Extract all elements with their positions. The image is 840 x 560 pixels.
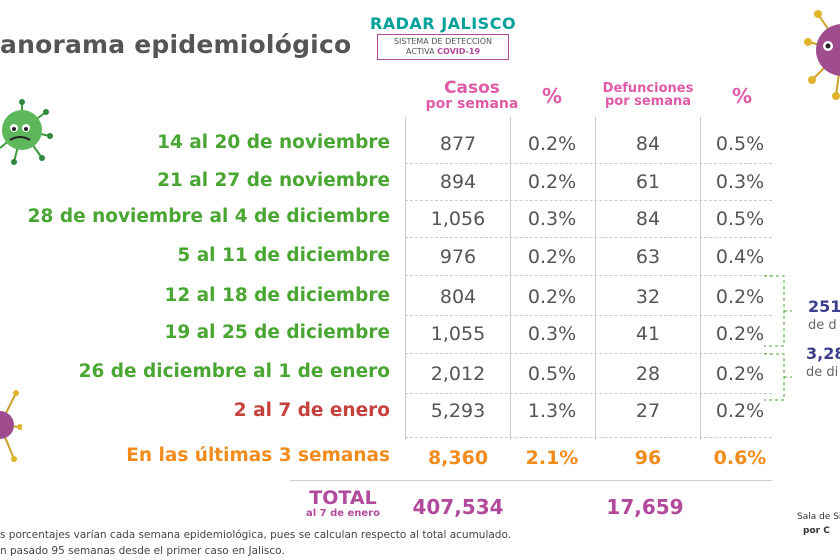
radar-subtitle-box: SISTEMA DE DETECCIÓN ACTIVA COVID-19: [377, 34, 509, 60]
row-cases: 1,055: [430, 323, 486, 345]
radar-name: RADAR JALISCO: [369, 14, 517, 33]
header-deaths-line1: Defunciones: [602, 81, 694, 96]
grid-hline: [405, 275, 772, 276]
row-deaths: 27: [635, 400, 661, 422]
total-label: TOTAL al 7 de enero: [306, 487, 381, 520]
virus-icon-top-left: [0, 99, 53, 165]
grid-vline-4: [700, 117, 701, 440]
grid-hline: [405, 437, 772, 438]
total-title: TOTAL: [309, 487, 377, 509]
row-cases: 894: [439, 171, 477, 193]
row-cases: 2,012: [430, 363, 486, 385]
row-label: 2 al 7 de enero: [233, 400, 390, 421]
grid-hline: [405, 315, 772, 316]
row-label: 19 al 25 de diciembre: [164, 322, 391, 343]
header-deaths: Defunciones por semana: [596, 82, 700, 108]
grid-vline-1: [405, 117, 406, 440]
summary-cases-pct: 2.1%: [525, 447, 579, 469]
summary-deaths: 96: [634, 447, 662, 469]
header-cases: Casos por semana: [422, 78, 522, 112]
row-deaths: 63: [635, 246, 661, 268]
row-cases-pct: 0.2%: [527, 171, 577, 193]
row-label: 12 al 18 de diciembre: [164, 285, 391, 306]
grid-vline-3: [595, 117, 596, 440]
row-cases: 5,293: [430, 400, 486, 422]
row-label: 14 al 20 de noviembre: [157, 132, 390, 153]
row-deaths-pct: 0.2%: [715, 286, 765, 308]
row-cases-pct: 0.3%: [527, 323, 577, 345]
grid-vline-2: [510, 117, 511, 440]
row-deaths: 84: [635, 208, 661, 230]
row-deaths-pct: 0.4%: [715, 246, 765, 268]
row-label: 21 al 27 de noviembre: [157, 170, 390, 191]
side-note-sub-1: de d: [808, 318, 837, 333]
row-cases: 976: [439, 246, 477, 268]
row-label: 5 al 11 de diciembre: [177, 245, 390, 266]
radar-line2-wrap: ACTIVA COVID-19: [378, 47, 508, 57]
side-note-value-2: 3,28: [806, 344, 840, 363]
row-cases: 804: [439, 286, 477, 308]
virus-icon-bottom-left: [0, 390, 22, 462]
row-deaths: 32: [635, 286, 661, 308]
row-deaths-pct: 0.5%: [715, 133, 765, 155]
row-label: 26 de diciembre al 1 de enero: [78, 361, 390, 382]
row-cases-pct: 1.3%: [527, 400, 577, 422]
radar-line2: ACTIVA: [405, 47, 435, 56]
header-cases-line2: por semana: [425, 96, 519, 112]
summary-label: En las últimas 3 semanas: [126, 445, 390, 466]
row-cases-pct: 0.2%: [527, 286, 577, 308]
summary-cases: 8,360: [427, 447, 489, 469]
radar-line2-bold: COVID-19: [437, 47, 481, 56]
row-deaths: 28: [635, 363, 661, 385]
row-deaths: 84: [635, 133, 661, 155]
total-subtitle: al 7 de enero: [306, 508, 381, 519]
side-note-value-1: 251: [808, 297, 840, 316]
header-deaths-line2: por semana: [604, 94, 692, 109]
grid-hline: [405, 163, 772, 164]
grid-hline: [405, 200, 772, 201]
row-deaths-pct: 0.2%: [715, 323, 765, 345]
footnote-2: n pasado 95 semanas desde el primer caso…: [0, 545, 285, 557]
page-title: anorama epidemiológico: [0, 30, 352, 59]
sala-line2: por C: [803, 526, 830, 536]
row-deaths: 41: [635, 323, 661, 345]
row-deaths-pct: 0.3%: [715, 171, 765, 193]
side-note-sub-2: de di: [806, 365, 839, 380]
row-cases-pct: 0.3%: [527, 208, 577, 230]
row-cases-pct: 0.2%: [527, 246, 577, 268]
header-cases-pct: %: [541, 84, 563, 108]
row-cases-pct: 0.2%: [527, 133, 577, 155]
header-cases-line1: Casos: [444, 78, 500, 98]
radar-line1: SISTEMA DE DETECCIÓN: [393, 37, 493, 46]
row-label: 28 de noviembre al 4 de diciembre: [27, 206, 390, 227]
radar-jalisco-logo: RADAR JALISCO SISTEMA DE DETECCIÓN ACTIV…: [362, 14, 524, 60]
grid-hline: [405, 237, 772, 238]
row-deaths-pct: 0.5%: [715, 208, 765, 230]
grid-hline: [405, 393, 772, 394]
footnote-1: s porcentajes varían cada semana epidemi…: [0, 529, 512, 541]
row-deaths-pct: 0.2%: [715, 363, 765, 385]
row-cases: 877: [439, 133, 477, 155]
total-divider: [290, 480, 772, 481]
bracket-lines: [764, 275, 792, 401]
header-deaths-pct: %: [731, 84, 753, 108]
row-cases: 1,056: [430, 208, 486, 230]
total-cases: 407,534: [412, 495, 504, 519]
total-deaths: 17,659: [606, 495, 684, 519]
virus-icon-top-right: [804, 10, 840, 100]
summary-deaths-pct: 0.6%: [713, 447, 767, 469]
row-deaths: 61: [635, 171, 661, 193]
grid-hline: [405, 353, 772, 354]
sala-line1: Sala de Si: [797, 512, 840, 522]
row-cases-pct: 0.5%: [527, 363, 577, 385]
row-deaths-pct: 0.2%: [715, 400, 765, 422]
